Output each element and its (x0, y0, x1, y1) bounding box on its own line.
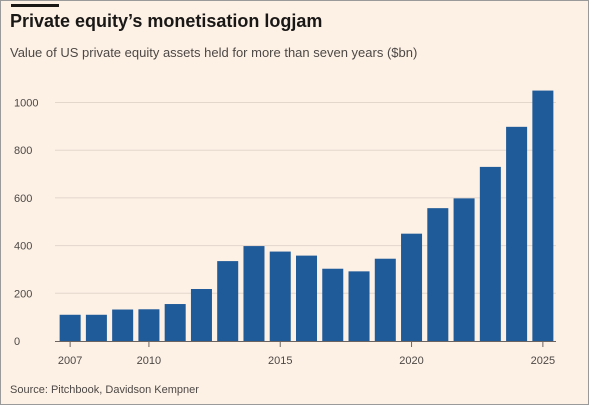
y-tick-label: 200 (14, 288, 32, 300)
bar-2012 (190, 289, 212, 341)
bar-2018 (348, 271, 370, 341)
bar-2025 (532, 90, 554, 341)
y-tick-label: 400 (14, 241, 32, 253)
x-tick-labels: 2007 2010 2015 2020 2025 (58, 355, 555, 367)
chart-title: Private equity’s monetisation logjam (10, 11, 323, 31)
x-tick-label: 2015 (268, 355, 292, 367)
ft-top-rule (11, 4, 59, 7)
bar-2007 (59, 314, 81, 341)
bar-2021 (427, 208, 449, 341)
x-tick-label: 2025 (531, 355, 555, 367)
bar-2014 (243, 246, 265, 341)
bar-2013 (217, 261, 239, 341)
x-tick-label: 2020 (399, 355, 423, 367)
bar-2017 (322, 268, 344, 341)
bar-2011 (164, 304, 186, 341)
bar-2015 (269, 251, 291, 341)
chart-subtitle: Value of US private equity assets held f… (10, 45, 418, 60)
bars (59, 90, 554, 342)
bar-2023 (479, 166, 501, 341)
bar-2019 (374, 258, 396, 341)
y-tick-label: 0 (14, 336, 20, 348)
bar-2009 (112, 309, 134, 341)
y-tick-labels: 0 200 400 600 800 1000 (14, 98, 38, 349)
bar-2008 (85, 314, 107, 341)
source-note: Source: Pitchbook, Davidson Kempner (10, 384, 199, 396)
bar-2020 (401, 233, 423, 341)
bar-2024 (506, 126, 528, 342)
y-tick-label: 1000 (14, 98, 38, 110)
bar-2010 (138, 309, 160, 341)
x-axis (55, 341, 556, 347)
x-tick-label: 2007 (58, 355, 82, 367)
y-tick-label: 800 (14, 145, 32, 157)
bar-2016 (295, 255, 318, 341)
bar-2022 (453, 198, 475, 341)
y-tick-label: 600 (14, 193, 32, 205)
x-tick-label: 2010 (137, 355, 161, 367)
